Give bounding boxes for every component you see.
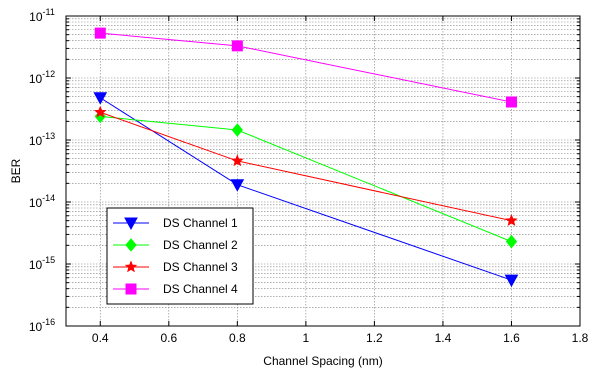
legend-label: DS Channel 1 [163, 216, 238, 230]
data-point [94, 27, 106, 39]
plot-frame [65, 15, 581, 327]
x-tick-label: 0.4 [92, 331, 109, 345]
legend-marker [125, 283, 137, 295]
y-tick-label: 10-14 [29, 193, 55, 210]
data-point [231, 40, 243, 52]
legend-item: DS Channel 2 [113, 238, 238, 252]
legend-marker [125, 238, 137, 252]
x-tick-label: 1.8 [572, 331, 589, 345]
legend-label: DS Channel 2 [163, 238, 238, 252]
legend-item: DS Channel 4 [113, 282, 238, 296]
y-tick-label: 10-15 [29, 255, 55, 272]
x-tick-label: 0.8 [229, 331, 246, 345]
legend-item: DS Channel 3 [113, 260, 238, 274]
y-tick-label: 10-16 [29, 317, 55, 334]
y-tick-label: 10-11 [29, 7, 55, 24]
x-tick-label: 0.6 [160, 331, 177, 345]
x-axis-title: Channel Spacing (nm) [263, 354, 382, 368]
series-layer [93, 27, 519, 288]
series-3 [93, 105, 518, 227]
legend-item: DS Channel 1 [113, 216, 238, 231]
x-tick-label: 1.4 [435, 331, 452, 345]
legend-marker [124, 217, 138, 231]
data-point [230, 154, 244, 167]
series-1 [93, 92, 519, 288]
x-tick-label: 1.2 [366, 331, 383, 345]
x-tick-label: 1.6 [503, 331, 520, 345]
y-tick-label: 10-12 [29, 69, 55, 86]
data-point [93, 92, 108, 105]
data-point [505, 213, 518, 227]
data-point [504, 274, 519, 288]
legend-label: DS Channel 3 [163, 260, 238, 274]
axis-ticks: 0.4 0.6 0.8 1 1.2 1.4 1.6 1.8 10-16 10-15 10-14 10-… [29, 7, 589, 345]
series-4 [94, 27, 517, 108]
x-tick-label: 1 [303, 331, 310, 345]
legend: DS Channel 1 DS Channel 2 DS Channel 3 DS C… [106, 207, 254, 305]
y-axis-title: BER [9, 158, 23, 183]
data-point [230, 179, 245, 192]
data-point [93, 105, 107, 118]
legend-marker [124, 260, 138, 273]
y-tick-label: 10-13 [29, 131, 55, 148]
data-point [505, 234, 518, 249]
data-point [231, 123, 243, 137]
data-point [505, 96, 517, 108]
legend-label: DS Channel 4 [163, 282, 238, 296]
